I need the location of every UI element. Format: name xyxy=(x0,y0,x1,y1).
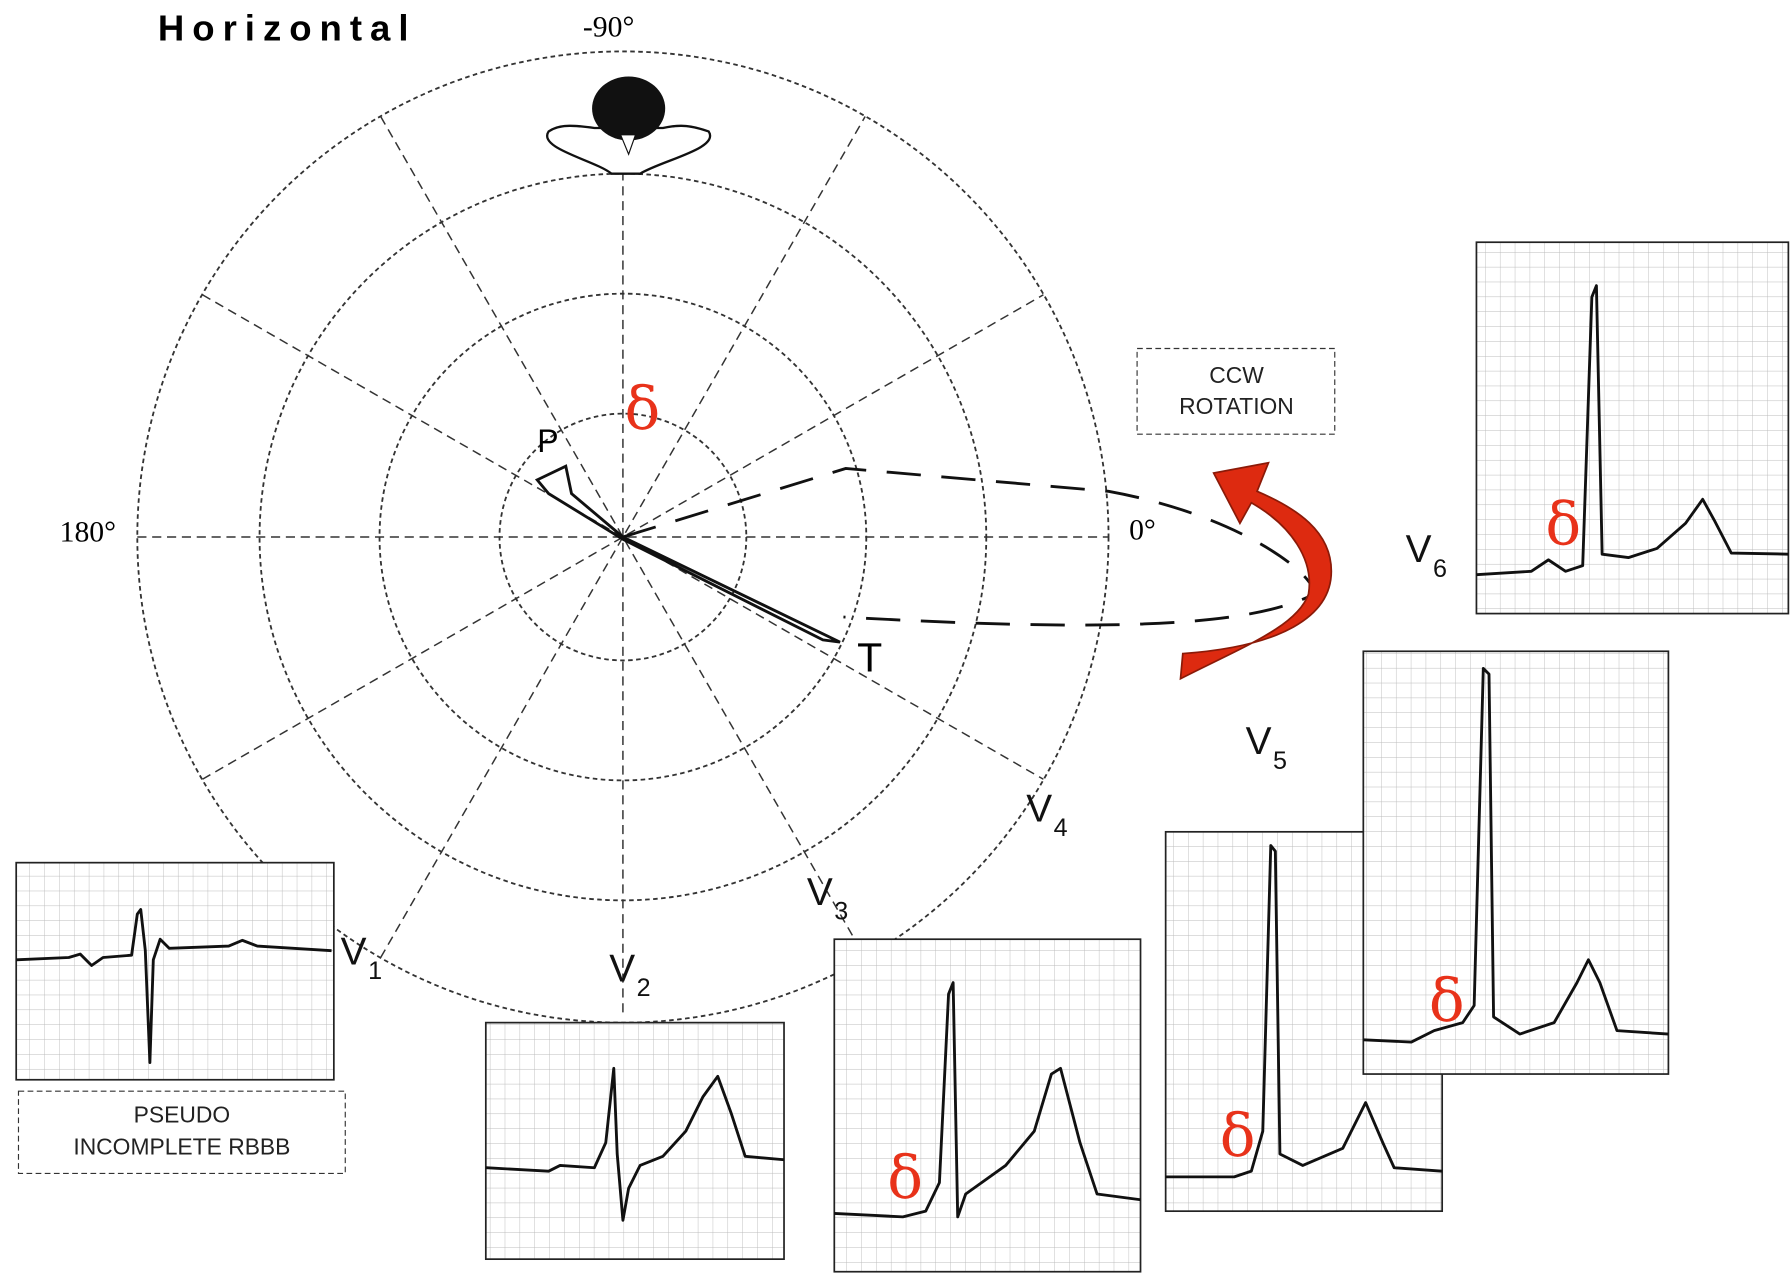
note-box xyxy=(17,1090,346,1175)
ecg-v3 xyxy=(833,938,1142,1273)
delta-label: δ xyxy=(1545,491,1581,560)
lead-index: 5 xyxy=(1273,747,1287,775)
delta-label: δ xyxy=(1429,967,1465,1036)
lead-index: 4 xyxy=(1054,814,1068,842)
lead-index: 1 xyxy=(368,957,382,985)
note-box xyxy=(1136,347,1336,435)
note-text: INCOMPLETE RBBB xyxy=(73,1133,290,1159)
polar-grid xyxy=(136,50,1110,1024)
axis-label: 180° xyxy=(60,517,116,549)
lead-labels: V 1 V 2V 3V 4V 5V 6 xyxy=(341,528,1447,1002)
lead-name: V xyxy=(1246,720,1272,763)
delta-label: δ xyxy=(624,375,660,444)
lead-name: V xyxy=(1406,528,1432,571)
lead-index: 2 xyxy=(637,974,651,1002)
rotation-arrow xyxy=(1179,461,1333,681)
title: Horizontal xyxy=(158,8,417,49)
note-text: PSEUDO xyxy=(134,1101,230,1127)
loop-outline xyxy=(622,467,1316,627)
lead-name: V xyxy=(807,871,833,914)
delta-label: δ xyxy=(1220,1102,1256,1171)
note-text: ROTATION xyxy=(1179,393,1294,419)
vector-loop xyxy=(534,464,841,644)
ecg-v6 xyxy=(1475,241,1790,615)
loop-label: P xyxy=(537,423,558,459)
lead-name: V xyxy=(341,930,367,973)
ecg-v5 xyxy=(1362,650,1670,1075)
axis-label: -90° xyxy=(583,12,634,44)
lead-name: V xyxy=(609,947,635,990)
delta-label: δ xyxy=(887,1144,923,1213)
axis-label: 0° xyxy=(1129,514,1156,546)
note-text: CCW xyxy=(1209,362,1264,388)
ecg-v1 xyxy=(15,861,335,1081)
lead-index: 3 xyxy=(834,898,848,926)
loop-label: T xyxy=(857,634,882,680)
ecg-v2 xyxy=(484,1021,785,1261)
lead-index: 6 xyxy=(1433,555,1447,583)
head-icon xyxy=(546,76,712,175)
lead-name: V xyxy=(1026,788,1052,831)
